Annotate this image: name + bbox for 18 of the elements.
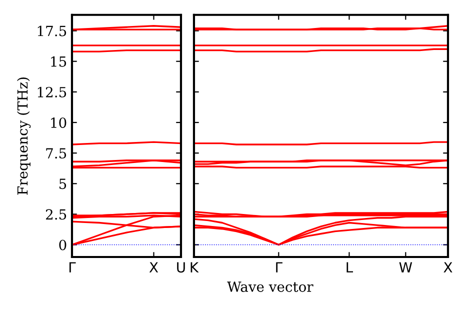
x-tick-label: Γ [276, 262, 282, 272]
x-axis-title: Wave vector [227, 282, 314, 292]
x-tick-label: K [190, 262, 199, 272]
y-tick-label: 12.5 [38, 86, 66, 98]
y-tick-label: 17.5 [38, 26, 66, 36]
x-tick-label: L [346, 262, 353, 272]
y-axis-title: Frequency (THz) [17, 78, 31, 195]
x-tick-label: X [149, 262, 158, 272]
x-tick-label: U [177, 262, 185, 273]
y-tick-label: 5 [59, 178, 66, 190]
x-tick-label: X [444, 262, 452, 272]
y-tick-label: 10 [51, 117, 66, 128]
y-tick-label: 7.5 [46, 148, 66, 159]
x-tick-label: Γ [69, 262, 76, 272]
y-tick-label: 0 [59, 240, 66, 250]
y-tick-label: 15 [51, 56, 66, 67]
y-tick-label: 2.5 [46, 209, 66, 220]
x-tick-label: W [399, 262, 412, 272]
